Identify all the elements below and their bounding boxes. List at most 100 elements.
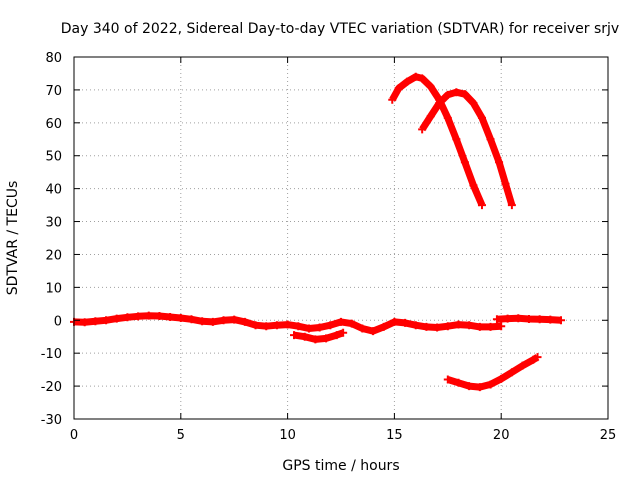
axis-ticks: 0 5 10 15 20 25 -30 -20 -10 0 10 20 30 40 50 60 70 80	[41, 51, 617, 443]
data-point	[290, 331, 299, 340]
series-arc-low	[446, 354, 540, 391]
data-point	[475, 322, 484, 331]
y-tick-label: 40	[45, 183, 62, 198]
data-point	[230, 315, 239, 324]
data-point	[435, 99, 444, 108]
data-point	[433, 323, 442, 332]
data-point	[443, 90, 452, 99]
data-point	[492, 315, 501, 324]
data-point	[394, 84, 403, 93]
data-point	[176, 313, 185, 322]
data-point	[134, 312, 143, 321]
series-arc-high-1	[389, 73, 486, 207]
x-tick-label: 15	[386, 428, 403, 443]
data-point	[112, 314, 121, 323]
y-tick-label: 0	[54, 314, 62, 329]
data-point	[123, 313, 132, 322]
data-point	[452, 88, 461, 97]
data-point	[187, 315, 196, 324]
y-tick-label: 80	[45, 51, 62, 66]
y-tick-label: 70	[45, 84, 62, 99]
data-point	[166, 312, 175, 321]
x-tick-label: 20	[493, 428, 510, 443]
data-point	[332, 331, 341, 340]
data-point	[426, 112, 435, 121]
data-point	[477, 113, 486, 122]
data-point	[337, 317, 345, 326]
data-point	[208, 317, 217, 326]
data-point	[535, 315, 544, 324]
data-point	[369, 327, 378, 336]
data-point	[460, 90, 469, 99]
data-point	[390, 317, 399, 326]
data-point	[219, 316, 228, 325]
data-point	[477, 201, 486, 210]
data-point	[272, 321, 281, 330]
data-point	[465, 382, 474, 391]
data-point	[469, 181, 478, 190]
data-point	[443, 375, 452, 384]
data-point	[418, 74, 427, 83]
x-tick-label: 25	[600, 428, 617, 443]
data-point	[379, 322, 388, 331]
data-point	[503, 314, 512, 323]
data-point	[91, 317, 100, 326]
data-point	[426, 82, 435, 91]
data-point	[546, 315, 555, 324]
x-tick-label: 0	[70, 428, 78, 443]
data-point	[240, 317, 249, 326]
data-point	[497, 322, 506, 331]
data-point	[454, 320, 463, 329]
data-point	[198, 317, 207, 326]
data-point	[144, 311, 153, 320]
data-point	[529, 355, 538, 364]
data-point	[304, 324, 313, 333]
data-point	[507, 201, 516, 210]
data-point	[300, 332, 309, 341]
data-point	[358, 324, 367, 333]
x-tick-label: 10	[279, 428, 296, 443]
data-point	[422, 322, 431, 331]
data-point	[507, 368, 516, 377]
data-point	[418, 125, 427, 134]
data-point	[486, 322, 495, 331]
data-point	[262, 322, 271, 331]
data-point	[452, 135, 461, 144]
data-point	[411, 321, 420, 330]
data-series	[70, 72, 566, 392]
data-point	[155, 311, 164, 320]
data-point	[443, 113, 452, 122]
data-point	[294, 322, 303, 331]
data-point	[557, 316, 566, 325]
data-point	[475, 383, 484, 392]
data-point	[403, 77, 412, 86]
y-tick-label: -20	[41, 380, 62, 395]
y-tick-label: -30	[41, 413, 62, 428]
y-axis-label: SDTVAR / TECUs	[5, 181, 21, 296]
data-point	[322, 334, 331, 343]
data-point	[315, 323, 324, 332]
data-point	[495, 158, 504, 167]
chart-title: Day 340 of 2022, Sidereal Day-to-day VTE…	[61, 21, 619, 37]
data-point	[388, 95, 397, 104]
y-tick-label: 10	[45, 281, 62, 296]
x-axis-label: GPS time / hours	[282, 458, 399, 474]
data-point	[80, 318, 89, 327]
x-tick-label: 5	[177, 428, 185, 443]
data-point	[514, 314, 523, 323]
y-tick-label: 50	[45, 150, 62, 165]
series-arc-high-2	[419, 88, 516, 207]
data-point	[486, 380, 495, 389]
data-point	[411, 72, 420, 81]
data-point	[486, 135, 495, 144]
data-point	[469, 99, 478, 108]
data-point	[401, 318, 410, 327]
data-point	[443, 322, 452, 331]
data-point	[497, 374, 506, 383]
data-point	[465, 321, 474, 330]
data-point	[518, 361, 527, 370]
data-point	[311, 335, 320, 344]
data-point	[326, 321, 335, 330]
data-point	[347, 319, 356, 328]
